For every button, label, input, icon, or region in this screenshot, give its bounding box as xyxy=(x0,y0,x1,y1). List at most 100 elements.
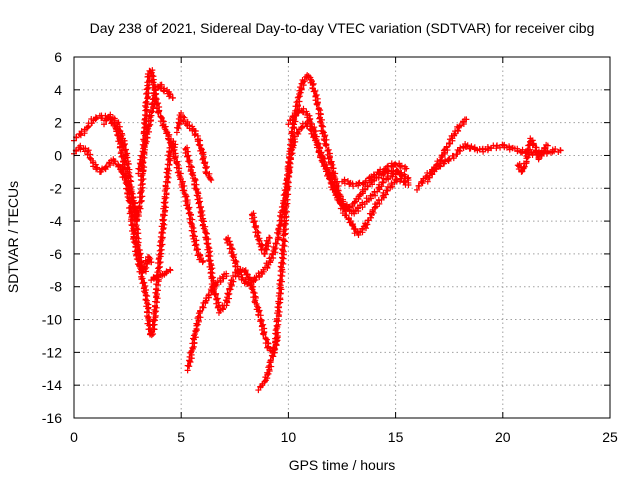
data-point-segment xyxy=(199,151,210,175)
data-point-segment xyxy=(157,186,170,241)
data-point-segment xyxy=(259,374,269,389)
data-point-segment xyxy=(114,119,126,142)
data-point-segment xyxy=(213,275,224,288)
data-point xyxy=(405,181,412,188)
data-point-segment xyxy=(226,241,239,264)
x-tick-label: 0 xyxy=(70,429,78,445)
y-tick-label: -4 xyxy=(50,213,63,229)
data-point-segment xyxy=(274,211,286,241)
data-point-segment xyxy=(154,271,166,281)
data-point-segment xyxy=(177,109,188,125)
data-point-segment xyxy=(155,109,169,133)
data-point-segment xyxy=(188,327,200,356)
data-point-segment xyxy=(437,146,451,163)
data-point-segment xyxy=(487,141,506,152)
data-point-segment xyxy=(182,193,193,216)
data-point-segment xyxy=(168,142,181,166)
data-point-segment xyxy=(140,112,155,151)
y-axis-label: SDTVAR / TECUs xyxy=(5,181,21,293)
data-point-segment xyxy=(190,233,202,257)
data-point-segment xyxy=(380,187,391,201)
data-point-segment xyxy=(341,208,352,223)
data-point-segment xyxy=(355,199,368,212)
data-point xyxy=(223,270,230,277)
axis-ticks xyxy=(73,56,611,419)
data-point-segment xyxy=(162,144,175,192)
data-point-segment xyxy=(255,383,264,394)
data-point-segment xyxy=(252,299,264,323)
data-point-segment xyxy=(148,87,159,119)
y-tick-label: -6 xyxy=(50,246,63,262)
x-tick-label: 5 xyxy=(177,429,185,445)
data-point-segment xyxy=(273,292,284,324)
data-point-segment xyxy=(541,141,550,152)
data-point-segment xyxy=(249,274,258,285)
data-point-segment xyxy=(424,166,438,185)
grid-lines xyxy=(74,57,610,418)
data-point-segment xyxy=(138,266,147,273)
data-point-segment xyxy=(244,277,255,288)
x-axis-label: GPS time / hours xyxy=(289,457,396,473)
y-tick-label: 0 xyxy=(54,147,62,163)
data-point xyxy=(167,267,174,274)
data-point-segment xyxy=(359,217,372,233)
data-point-segment xyxy=(248,210,260,230)
data-point-segment xyxy=(81,116,96,135)
data-point-segment xyxy=(372,193,386,208)
data-point-segment xyxy=(321,161,335,183)
data-point-segment xyxy=(293,85,305,110)
data-point xyxy=(557,147,564,154)
plot-frame xyxy=(73,56,611,419)
y-tick-labels: 6 4 2 0 -2 -4 -6 -8 -10 -12 -14 -16 xyxy=(42,49,62,426)
data-point xyxy=(199,259,206,266)
x-tick-label: 10 xyxy=(281,429,297,445)
y-tick-label: -16 xyxy=(42,410,62,426)
series-15 xyxy=(414,141,564,193)
series-8 xyxy=(184,270,230,374)
series-17 xyxy=(514,135,551,175)
y-tick-label: -2 xyxy=(50,180,63,196)
data-point-segment xyxy=(527,135,537,149)
series-6 xyxy=(173,109,215,184)
series-16 xyxy=(424,116,470,185)
data-point-segment xyxy=(552,146,564,155)
data-point-segment xyxy=(346,217,361,237)
data-point-segment xyxy=(310,87,321,108)
data-point-segment xyxy=(261,235,273,257)
data-point-segment xyxy=(199,218,210,241)
data-point-segment xyxy=(328,175,341,199)
y-tick-label: -12 xyxy=(42,344,62,360)
data-point-segment xyxy=(315,144,328,166)
data-point-segment xyxy=(376,178,387,193)
data-point-segment xyxy=(151,277,162,315)
data-point-segment xyxy=(445,152,457,163)
data-point-segment xyxy=(289,129,302,144)
data-point-segment xyxy=(304,110,318,133)
data-point-segment xyxy=(543,146,558,157)
chart-title: Day 238 of 2021, Sidereal Day-to-day VTE… xyxy=(90,20,595,36)
data-point-segment xyxy=(367,184,382,199)
data-point xyxy=(463,116,470,123)
data-point-segment xyxy=(205,284,216,299)
y-tick-label: 4 xyxy=(54,82,62,98)
data-point-segment xyxy=(222,277,237,306)
data-point-segment xyxy=(322,142,335,166)
y-tick-label: -10 xyxy=(42,312,62,328)
data-point-segment xyxy=(319,128,330,148)
data-point-segment xyxy=(267,341,280,364)
data-point-segment xyxy=(149,308,159,333)
x-tick-label: 20 xyxy=(495,429,511,445)
data-point-segment xyxy=(260,260,272,275)
data-point-segment xyxy=(215,302,230,316)
data-point-segment xyxy=(107,111,118,126)
data-point-segment xyxy=(182,144,193,165)
y-tick-label: 2 xyxy=(54,115,62,131)
data-point-segment xyxy=(203,235,217,290)
series-3 xyxy=(101,67,207,266)
data-point-segment xyxy=(184,350,195,374)
data-point-segment xyxy=(280,170,293,242)
data-point-segment xyxy=(124,160,136,197)
data-point-segment xyxy=(333,194,348,217)
data-point xyxy=(266,234,273,241)
